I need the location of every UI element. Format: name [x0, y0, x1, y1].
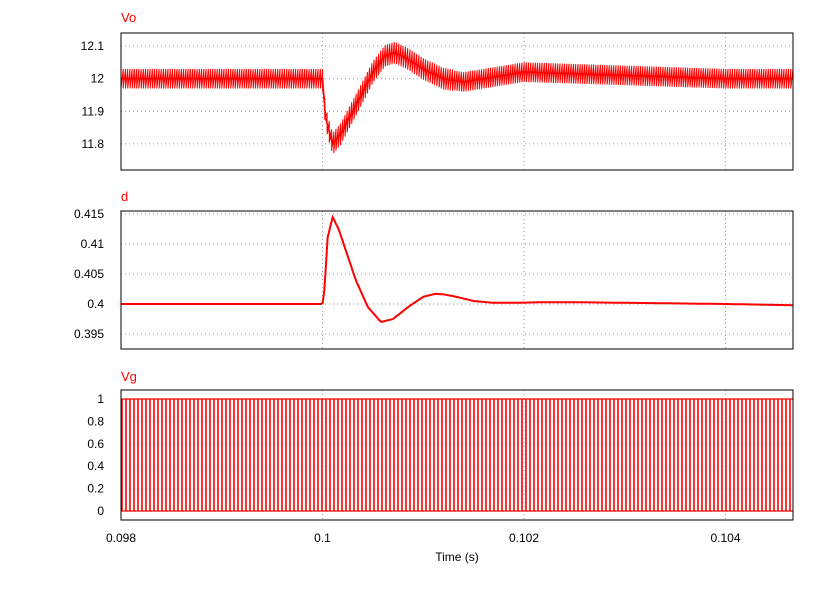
x-tick-label: 0.104 — [710, 531, 740, 545]
vo-title: Vo — [121, 10, 136, 25]
x-tick-label: 0.102 — [509, 531, 539, 545]
y-tick-label: 12 — [91, 72, 105, 86]
d-grid — [121, 211, 793, 349]
y-tick-label: 0.4 — [87, 459, 104, 473]
vg-title: Vg — [121, 369, 137, 384]
y-tick-label: 0.41 — [81, 237, 105, 251]
vg-panel: Vg 1 0.8 0.6 0.4 0.2 0 — [87, 369, 794, 521]
y-tick-label: 0.395 — [74, 327, 104, 341]
vo-average-line — [121, 51, 793, 146]
vg-y-ticks: 1 0.8 0.6 0.4 0.2 0 — [87, 392, 104, 518]
x-tick-label: 0.098 — [106, 531, 136, 545]
d-line — [121, 214, 793, 323]
x-tick-label: 0.1 — [314, 531, 331, 545]
d-title: d — [121, 189, 128, 204]
y-tick-label: 0 — [97, 504, 104, 518]
y-tick-label: 0.8 — [87, 414, 104, 428]
vg-pwm-trace — [121, 399, 791, 511]
vo-panel: Vo 12.1 12 11.9 11.8 — [81, 10, 794, 171]
y-tick-label: 0.4 — [87, 297, 104, 311]
vo-ripple-trace — [121, 42, 793, 154]
vo-frame — [120, 32, 794, 171]
vo-grid — [121, 33, 793, 170]
vg-trace — [121, 398, 793, 512]
vo-y-ticks: 12.1 12 11.9 11.8 — [81, 39, 105, 151]
vo-trace — [121, 42, 793, 154]
y-tick-label: 11.8 — [82, 137, 105, 151]
y-tick-label: 0.6 — [87, 437, 104, 451]
y-tick-label: 0.405 — [74, 267, 104, 281]
y-tick-label: 1 — [97, 392, 104, 406]
d-frame — [120, 210, 794, 350]
x-axis-ticks: 0.098 0.1 0.102 0.104 — [106, 531, 741, 545]
y-tick-label: 11.9 — [82, 104, 105, 118]
d-y-ticks: 0.415 0.41 0.405 0.4 0.395 — [74, 207, 104, 341]
y-tick-label: 0.2 — [87, 482, 104, 496]
d-trace — [121, 214, 793, 323]
y-tick-label: 12.1 — [81, 39, 105, 53]
x-axis-label: Time (s) — [435, 550, 479, 564]
d-panel: d 0.415 0.41 0.405 0.4 0.395 — [74, 189, 794, 350]
y-tick-label: 0.415 — [74, 207, 104, 221]
vg-frame — [120, 389, 794, 521]
